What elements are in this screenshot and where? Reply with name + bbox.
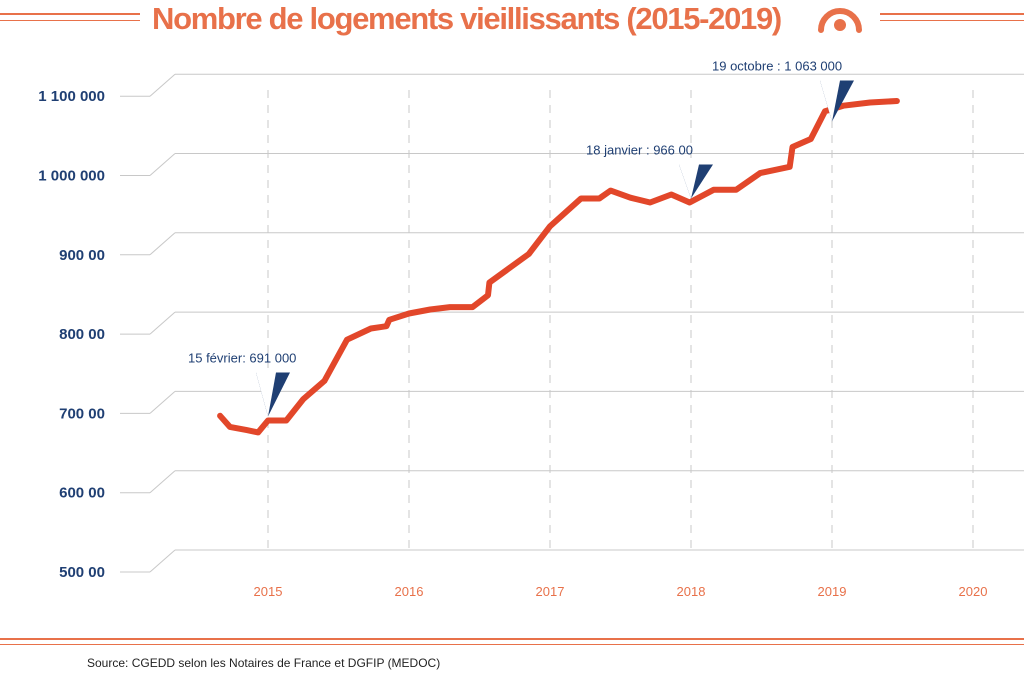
annotation-label: 15 février: 691 000 <box>188 351 296 366</box>
gridline-700000 <box>120 390 1024 414</box>
gridline-800000 <box>120 311 1024 335</box>
grid <box>120 73 1024 573</box>
annotation-label: 18 janvier : 966 00 <box>586 142 693 157</box>
gridline-1000000 <box>120 153 1024 176</box>
y-tick-label: 800 00 <box>59 326 105 343</box>
annotation-pointer-highlight <box>679 164 699 199</box>
y-tick-label: 1 100 000 <box>38 88 105 105</box>
series-line <box>217 98 900 436</box>
x-tick-label: 2020 <box>959 584 988 599</box>
y-tick-label: 900 00 <box>59 247 105 264</box>
x-tick-label: 2017 <box>536 584 565 599</box>
annotation-2: 18 janvier : 966 00 <box>586 142 713 199</box>
title-rule-right <box>880 13 1024 15</box>
series <box>217 98 900 436</box>
line-chart: 15 février: 691 000 18 janvier : 966 00 19… <box>38 59 1024 599</box>
title-rule-left <box>0 13 140 15</box>
x-tick-label: 2019 <box>818 584 847 599</box>
y-tick-label: 600 00 <box>59 485 105 502</box>
annotations: 15 février: 691 000 18 janvier : 966 00 19… <box>188 59 854 417</box>
gridline-500000 <box>120 549 1024 573</box>
annotation-pointer-highlight <box>820 80 840 122</box>
source-note: Source: CGEDD selon les Notaires de Fran… <box>87 656 441 670</box>
gridline-600000 <box>120 470 1024 494</box>
annotation-label: 19 octobre : 1 063 000 <box>712 59 842 74</box>
gridline-900000 <box>120 232 1024 256</box>
y-tick-label: 700 00 <box>59 405 105 422</box>
footer-rules <box>0 638 1024 648</box>
footer-rule-1 <box>0 638 1024 640</box>
y-tick-label: 500 00 <box>59 564 105 581</box>
gridline-1100000 <box>120 73 1024 97</box>
header: Nombre de logements vieillissants (2015-… <box>0 0 1024 40</box>
y-tick-label: 1 000 000 <box>38 168 105 185</box>
footer-rule-2 <box>0 644 1024 645</box>
y-axis-ticks: 500 00 600 00 700 00 800 00 900 00 1 000 000 1… <box>38 88 105 581</box>
target-icon <box>818 8 862 33</box>
x-tick-label: 2016 <box>395 584 424 599</box>
x-tick-label: 2018 <box>677 584 706 599</box>
chart-title: Nombre de logements vieillissants (2015-… <box>152 1 782 36</box>
title-rule-left-thin <box>0 20 140 21</box>
annotation-pointer-highlight <box>256 372 276 417</box>
x-axis-ticks: 2015 2016 2017 2018 2019 2020 <box>254 584 988 599</box>
annotation-3: 19 octobre : 1 063 000 <box>712 59 854 122</box>
annotation-1: 15 février: 691 000 <box>188 351 296 417</box>
year-gridlines <box>267 90 974 550</box>
title-rule-right-thin <box>880 20 1024 21</box>
x-tick-label: 2015 <box>254 584 283 599</box>
